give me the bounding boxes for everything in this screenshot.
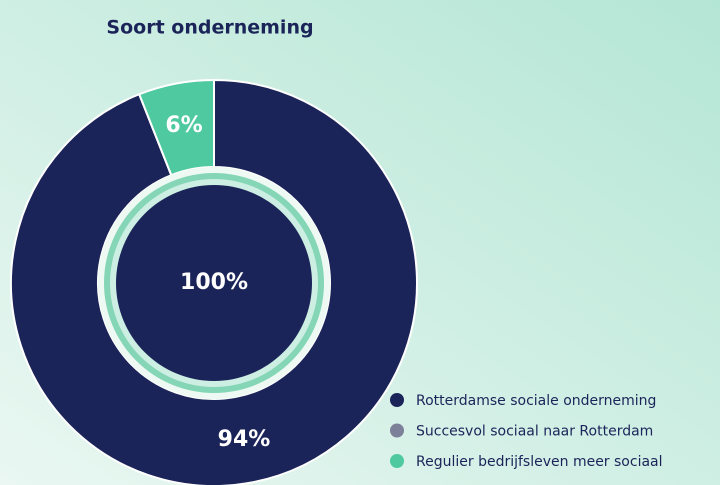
- legend-label: Rotterdamse sociale onderneming: [416, 393, 656, 409]
- slice-label: 94%: [218, 427, 271, 452]
- legend-marker: [390, 423, 404, 438]
- legend-marker: [390, 393, 404, 407]
- legend-label: Succesvol sociaal naar Rotterdam: [416, 424, 653, 440]
- inner-core: [116, 185, 312, 381]
- legend-label: Regulier bedrijfsleven meer sociaal: [416, 454, 663, 470]
- slice-label: 6%: [165, 113, 202, 138]
- legend-marker: [390, 454, 404, 468]
- center-label: 100%: [180, 270, 248, 295]
- chart-title: Soort onderneming: [106, 17, 313, 39]
